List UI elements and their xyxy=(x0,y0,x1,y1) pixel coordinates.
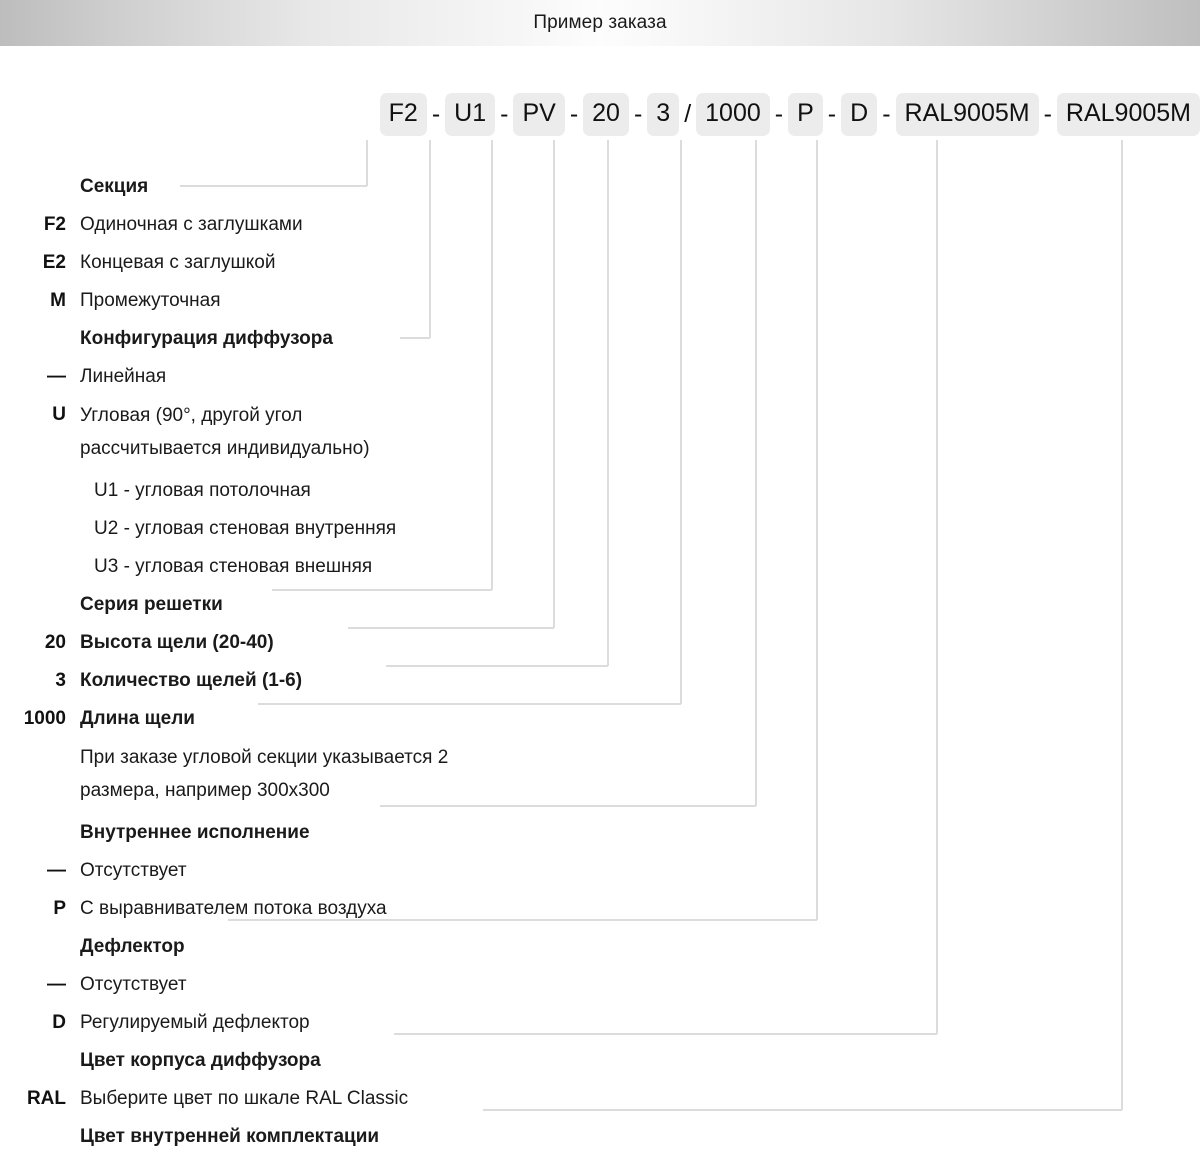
legend-code: — xyxy=(47,366,66,387)
legend-description: Отсутствует xyxy=(80,860,187,881)
legend-description: Регулируемый дефлектор xyxy=(80,1012,310,1033)
legend-description: Угловая (90°, другой угол рассчитывается… xyxy=(80,405,370,459)
legend-row: U Угловая (90°, другой угол рассчитываетс… xyxy=(0,396,1200,472)
header-banner: Пример заказа xyxy=(0,0,1200,46)
legend-code: RAL xyxy=(26,1088,66,1109)
legend-description: U3 - угловая стеновая внешняя xyxy=(94,556,373,577)
legend-description: Промежуточная xyxy=(80,290,221,311)
code-chip[interactable]: RAL9005M xyxy=(895,92,1039,136)
legend-code: U xyxy=(52,404,66,425)
legend-code: M xyxy=(50,290,66,311)
legend-list: Секция F2 Одиночная с заглушками E2 Концевая… xyxy=(0,168,1200,1154)
legend-row: F2 Одиночная с заглушками xyxy=(0,206,1200,244)
legend-description: Одиночная с заглушками xyxy=(80,214,303,235)
code-chip[interactable]: 1000 xyxy=(696,92,770,136)
legend-description: Внутреннее исполнение xyxy=(80,822,310,843)
legend-code: 1000 xyxy=(23,708,66,729)
legend-description: U2 - угловая стеновая внутренняя xyxy=(94,518,397,539)
legend-description: Концевая с заглушкой xyxy=(80,252,276,273)
code-separator: / xyxy=(684,99,692,128)
legend-code: D xyxy=(52,1012,66,1033)
code-separator: - xyxy=(882,99,891,128)
legend-row: Цвет корпуса диффузора xyxy=(0,1042,1200,1080)
code-chip[interactable]: F2 xyxy=(379,92,427,136)
legend-description: Отсутствует xyxy=(80,974,187,995)
legend-row: Дефлектор xyxy=(0,928,1200,966)
legend-row: — Отсутствует xyxy=(0,852,1200,890)
legend-description: Секция xyxy=(80,176,149,197)
legend-description: Линейная xyxy=(80,366,167,387)
legend-row: E2 Концевая с заглушкой xyxy=(0,244,1200,282)
legend-code: — xyxy=(47,974,66,995)
legend-code: — xyxy=(47,860,66,881)
code-separator: - xyxy=(774,99,784,128)
legend-description: Серия решетки xyxy=(80,594,223,615)
legend-row: Внутреннее исполнение xyxy=(0,814,1200,852)
legend-row: 1000 Длина щели xyxy=(0,700,1200,738)
legend-description: Конфигурация диффузора xyxy=(80,328,333,349)
legend-description: Количество щелей (1-6) xyxy=(80,670,303,691)
legend-row: Конфигурация диффузора xyxy=(0,320,1200,358)
legend-row: 20 Высота щели (20-40) xyxy=(0,624,1200,662)
legend-description: Дефлектор xyxy=(80,936,185,957)
legend-description: U1 - угловая потолочная xyxy=(94,480,311,501)
legend-code: 3 xyxy=(55,670,66,691)
code-chip[interactable]: P xyxy=(788,92,823,136)
legend-description: С выравнивателем потока воздуха xyxy=(80,898,387,919)
legend-row: 3 Количество щелей (1-6) xyxy=(0,662,1200,700)
legend-row: Секция xyxy=(0,168,1200,206)
legend-row: Серия решетки xyxy=(0,586,1200,624)
legend-row: U1 - угловая потолочная xyxy=(0,472,1200,510)
legend-row: RAL Выберите цвет по шкале RAL Classic xyxy=(0,1080,1200,1118)
legend-code: E2 xyxy=(42,252,66,273)
legend-code: P xyxy=(53,898,66,919)
legend-row: — Отсутствует xyxy=(0,966,1200,1004)
code-chip[interactable]: U1 xyxy=(445,92,496,136)
legend-row: При заказе угловой секции указывается 2 … xyxy=(0,738,1200,814)
legend-row: Цвет внутренней комплектации xyxy=(0,1118,1200,1154)
legend-row: U2 - угловая стеновая внутренняя xyxy=(0,510,1200,548)
code-chip[interactable]: 3 xyxy=(647,92,680,136)
legend-row: M Промежуточная xyxy=(0,282,1200,320)
legend-description: Длина щели xyxy=(80,708,195,729)
code-separator: - xyxy=(500,99,509,128)
legend-description: Выберите цвет по шкале RAL Classic xyxy=(80,1088,409,1109)
order-code-row: F2- U1- PV -20-3/1000- P - D - RAL9005M - RAL9005M xyxy=(0,92,1200,136)
legend-description: При заказе угловой секции указывается 2 … xyxy=(80,747,449,801)
legend-row: D Регулируемый дефлектор xyxy=(0,1004,1200,1042)
code-separator: - xyxy=(431,99,441,128)
code-chip[interactable]: RAL9005M xyxy=(1056,92,1200,136)
legend-row: P С выравнивателем потока воздуха xyxy=(0,890,1200,928)
legend-code: 20 xyxy=(44,632,66,653)
page-title: Пример заказа xyxy=(533,12,667,33)
code-separator: - xyxy=(569,99,579,128)
legend-row: U3 - угловая стеновая внешняя xyxy=(0,548,1200,586)
legend-code: F2 xyxy=(43,214,66,235)
code-chip[interactable]: PV xyxy=(513,92,565,136)
code-separator: - xyxy=(633,99,643,128)
code-separator: - xyxy=(827,99,837,128)
code-separator: - xyxy=(1043,99,1052,128)
legend-description: Высота щели (20-40) xyxy=(80,632,274,653)
legend-description: Цвет корпуса диффузора xyxy=(80,1050,321,1071)
code-chip[interactable]: 20 xyxy=(583,92,629,136)
legend-row: — Линейная xyxy=(0,358,1200,396)
code-chip[interactable]: D xyxy=(841,92,878,136)
legend-description: Цвет внутренней комплектации xyxy=(80,1126,380,1147)
